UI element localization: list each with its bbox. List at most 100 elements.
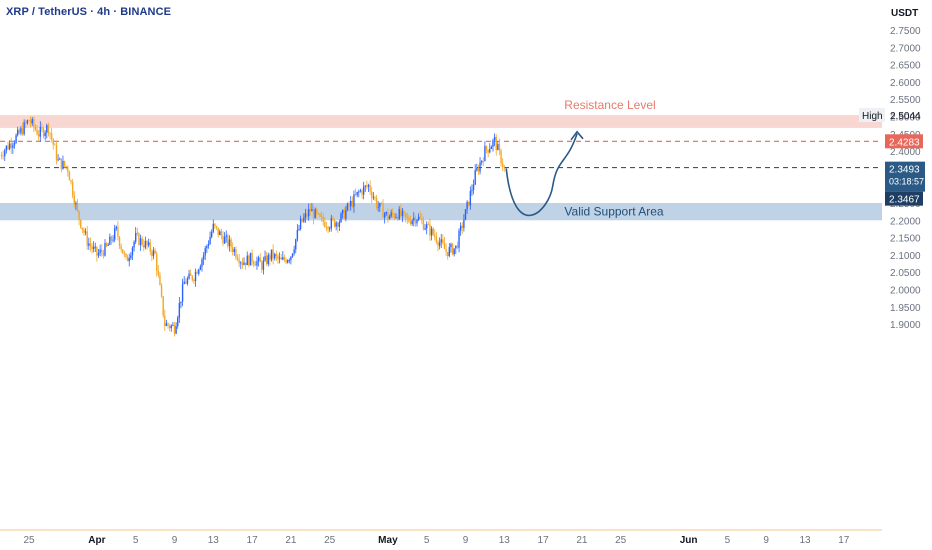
candle [458, 228, 460, 253]
candle-body [485, 146, 488, 150]
candle-body [364, 185, 366, 187]
candle [78, 210, 80, 226]
candle-body [479, 162, 481, 172]
candle [447, 251, 449, 260]
red-price-value: 2.4283 [889, 137, 920, 148]
candle-body [162, 296, 164, 316]
candle-body [330, 218, 333, 229]
candle [109, 233, 111, 245]
candle [230, 237, 232, 253]
candle-body [251, 252, 253, 262]
candle [57, 154, 59, 162]
candle-body [186, 278, 189, 284]
candle [501, 158, 504, 172]
candle-body [240, 262, 242, 264]
candle-body [270, 249, 273, 260]
candle [168, 324, 171, 332]
candle-body [146, 241, 148, 246]
candle [110, 235, 113, 245]
candle-body [210, 231, 213, 237]
candle-body [385, 212, 387, 214]
candle [341, 209, 344, 219]
candle-body [343, 209, 345, 219]
candle [413, 212, 415, 227]
candle [228, 235, 231, 252]
candle [403, 210, 405, 218]
candle-body [298, 228, 300, 231]
date-tick-label: 5 [424, 535, 430, 546]
candle-body [448, 247, 451, 257]
candle [49, 132, 51, 140]
candle-body [118, 236, 121, 247]
candle-body [13, 142, 16, 146]
candle-body [233, 249, 236, 252]
candle [291, 253, 294, 258]
candle-body [424, 228, 426, 230]
candle [290, 256, 292, 265]
date-tick-label: 9 [763, 535, 769, 546]
candle-body [351, 200, 354, 207]
candle-body [353, 194, 355, 207]
candle [206, 244, 208, 254]
candle-body [225, 235, 227, 237]
candle-body [288, 260, 290, 261]
candle [345, 206, 347, 222]
candle [401, 207, 404, 223]
candle [15, 133, 17, 144]
candle-body [274, 254, 276, 259]
candle-body [29, 120, 32, 124]
candle-body [468, 201, 470, 206]
candle [44, 130, 46, 141]
candle [186, 276, 189, 286]
candle [202, 252, 205, 265]
candle-body [230, 239, 232, 248]
candle-body [165, 323, 168, 326]
candle [404, 212, 407, 223]
candle [459, 222, 462, 236]
candle-body [461, 225, 463, 228]
candle-body [256, 261, 258, 266]
candle-body [135, 232, 137, 242]
candle [306, 209, 308, 220]
candle-body [94, 246, 96, 248]
candle [293, 245, 295, 256]
candle-body [107, 244, 109, 246]
candle-body [354, 194, 357, 196]
candle-body [338, 222, 341, 227]
candle [152, 246, 155, 260]
candle-body [81, 227, 84, 230]
candle-body [265, 256, 268, 265]
candle-body [54, 144, 56, 146]
candle [408, 214, 410, 223]
candle-body [172, 325, 174, 326]
candle [146, 240, 148, 250]
candle [251, 249, 253, 266]
candle [89, 237, 92, 252]
candle-body [277, 255, 279, 259]
candle [227, 233, 229, 249]
candle [307, 203, 310, 221]
candle [23, 119, 25, 136]
candle [346, 202, 349, 212]
candle [295, 238, 297, 254]
candle-body [194, 271, 197, 282]
candle [165, 319, 168, 327]
candle [262, 256, 265, 275]
candle-body [73, 195, 75, 205]
candle [280, 253, 282, 260]
candle-body [47, 125, 50, 133]
candle-body [382, 204, 384, 218]
price-tick-label: 1.9500 [890, 303, 921, 314]
candle [144, 236, 147, 250]
candle-body [21, 128, 24, 135]
candle [233, 247, 236, 256]
candle-body [196, 271, 198, 274]
candle-body [267, 254, 269, 265]
candle [270, 249, 273, 262]
candle [84, 228, 87, 236]
candle-body [404, 212, 407, 218]
candle [484, 141, 486, 162]
candle [265, 251, 268, 266]
candle [430, 226, 433, 241]
